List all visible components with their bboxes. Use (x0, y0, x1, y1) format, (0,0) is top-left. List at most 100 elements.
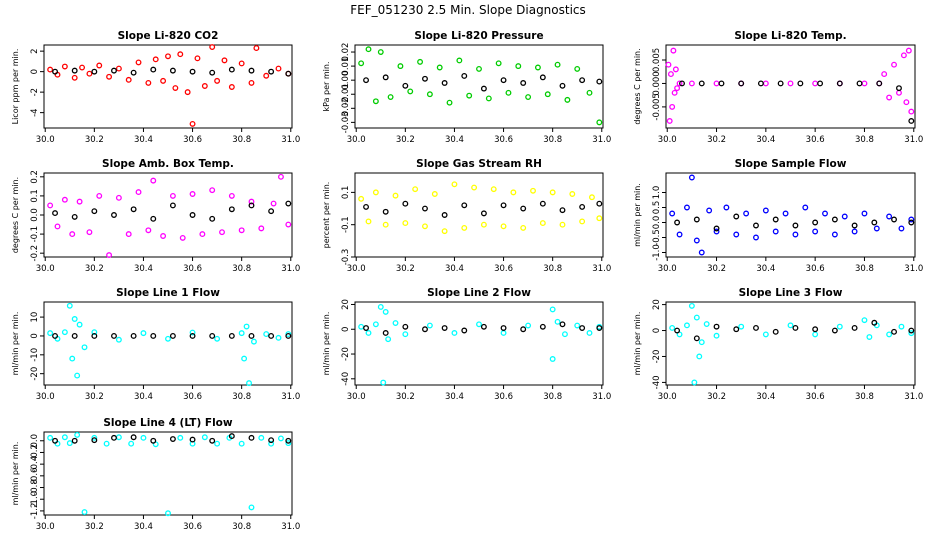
data-point (539, 200, 546, 207)
data-point (285, 221, 292, 228)
data-point (382, 74, 389, 81)
data-point (908, 219, 915, 226)
data-point (74, 431, 81, 438)
y-tick-label: 0.0 (30, 208, 40, 222)
data-point (596, 325, 603, 331)
data-point (365, 330, 372, 336)
data-point (76, 198, 83, 205)
data-point (263, 331, 270, 338)
chart-title: Slope Line 2 Flow (427, 287, 531, 299)
y-tick-label: -40 (341, 372, 351, 386)
data-point (441, 80, 448, 86)
data-point (559, 321, 566, 328)
data-point (797, 80, 804, 87)
data-point (209, 437, 216, 444)
data-point (886, 213, 893, 220)
data-point (908, 216, 915, 223)
series-means (52, 433, 292, 444)
series-all-samples (358, 304, 603, 386)
chart-title: Slope Li-820 CO2 (118, 30, 219, 42)
data-point (574, 65, 581, 72)
data-point (596, 200, 603, 207)
data-point (71, 213, 78, 220)
x-tick-label: 31.0 (281, 264, 300, 274)
data-point (111, 67, 117, 74)
data-point (365, 46, 372, 53)
data-point (539, 323, 546, 330)
x-tick-label: 30.4 (445, 392, 464, 402)
data-point (674, 85, 681, 92)
data-point (554, 318, 561, 325)
data-point (696, 353, 703, 360)
data-point (688, 80, 695, 87)
data-point (456, 57, 463, 64)
y-tick-label: 0.2 (30, 170, 40, 184)
data-point (81, 344, 88, 351)
data-point (47, 434, 54, 441)
data-point (671, 89, 678, 96)
data-point (71, 74, 78, 81)
chart-title: Slope Line 1 Flow (116, 287, 220, 299)
data-point (150, 177, 157, 184)
data-point (476, 65, 482, 72)
data-point (165, 335, 171, 342)
data-point (363, 325, 369, 331)
data-point (561, 331, 568, 338)
data-point (896, 89, 902, 96)
data-point (554, 61, 561, 68)
data-point (733, 326, 740, 333)
data-point (268, 440, 275, 447)
data-point (718, 80, 725, 87)
y-tick-label: 0.005 (652, 48, 662, 72)
data-point (574, 322, 581, 329)
data-point (856, 80, 863, 87)
data-point (422, 205, 428, 212)
data-point (480, 85, 487, 92)
data-point (908, 118, 915, 124)
data-point (451, 181, 458, 188)
y-tick-label: -0.03 (341, 111, 351, 133)
data-point (172, 85, 179, 91)
x-tick-label: 30.0 (347, 264, 366, 274)
data-point (817, 80, 824, 87)
data-point (589, 194, 595, 201)
data-point (103, 440, 110, 447)
data-point (891, 216, 897, 223)
data-point (441, 228, 448, 235)
plot-frame (354, 44, 604, 129)
series-means (363, 200, 603, 218)
x-tick-label: 30.6 (806, 264, 825, 274)
data-point (490, 186, 497, 193)
series-all-samples (358, 46, 603, 126)
data-point (209, 69, 216, 76)
data-point (365, 218, 372, 225)
chart-title: Slope Sample Flow (735, 158, 847, 170)
data-point (402, 323, 409, 330)
x-tick-label: 30.2 (85, 135, 104, 145)
data-point (209, 333, 216, 339)
data-point (115, 65, 122, 72)
x-tick-label: 30.0 (658, 135, 677, 145)
data-point (706, 207, 713, 214)
data-point (777, 80, 784, 87)
data-point (812, 80, 819, 87)
data-point (851, 222, 858, 229)
series-means (674, 319, 915, 342)
x-tick-label: 30.8 (232, 264, 251, 274)
data-point (115, 434, 122, 441)
data-point (358, 60, 365, 67)
data-point (52, 437, 58, 444)
x-tick-label: 30.8 (543, 264, 562, 274)
data-point (165, 510, 171, 517)
data-point (199, 231, 206, 238)
y-tick-label: -0.4 (30, 456, 40, 473)
data-point (278, 435, 284, 442)
x-tick-label: 30.6 (183, 522, 202, 532)
data-point (762, 207, 769, 214)
y-tick-label: -20 (652, 350, 662, 364)
data-point (520, 205, 527, 212)
data-point (861, 317, 868, 324)
chart-title: Slope Li-820 Temp. (734, 30, 846, 42)
y-tick-label: 0.000 (652, 71, 662, 95)
data-point (382, 308, 389, 315)
